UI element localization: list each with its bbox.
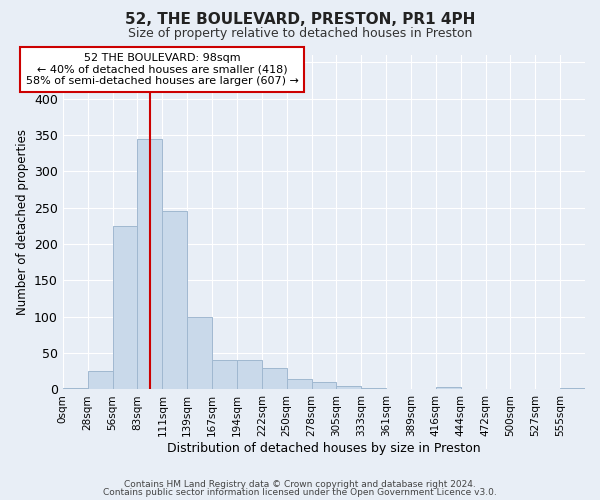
Bar: [560, 388, 585, 390]
Bar: [88, 372, 113, 390]
Text: Contains public sector information licensed under the Open Government Licence v3: Contains public sector information licen…: [103, 488, 497, 497]
Bar: [337, 386, 361, 390]
X-axis label: Distribution of detached houses by size in Preston: Distribution of detached houses by size …: [167, 442, 481, 455]
Bar: [113, 226, 137, 390]
Text: Contains HM Land Registry data © Crown copyright and database right 2024.: Contains HM Land Registry data © Crown c…: [124, 480, 476, 489]
Bar: [63, 388, 88, 390]
Bar: [187, 317, 212, 390]
Bar: [287, 378, 311, 390]
Text: 52, THE BOULEVARD, PRESTON, PR1 4PH: 52, THE BOULEVARD, PRESTON, PR1 4PH: [125, 12, 475, 28]
Bar: [163, 212, 187, 390]
Bar: [485, 388, 511, 390]
Bar: [386, 388, 411, 390]
Y-axis label: Number of detached properties: Number of detached properties: [16, 129, 29, 315]
Bar: [262, 368, 287, 390]
Bar: [237, 360, 262, 390]
Bar: [212, 360, 237, 390]
Bar: [361, 388, 386, 390]
Text: Size of property relative to detached houses in Preston: Size of property relative to detached ho…: [128, 28, 472, 40]
Text: 52 THE BOULEVARD: 98sqm
← 40% of detached houses are smaller (418)
58% of semi-d: 52 THE BOULEVARD: 98sqm ← 40% of detache…: [26, 53, 299, 86]
Bar: [311, 382, 337, 390]
Bar: [137, 138, 163, 390]
Bar: [436, 388, 461, 390]
